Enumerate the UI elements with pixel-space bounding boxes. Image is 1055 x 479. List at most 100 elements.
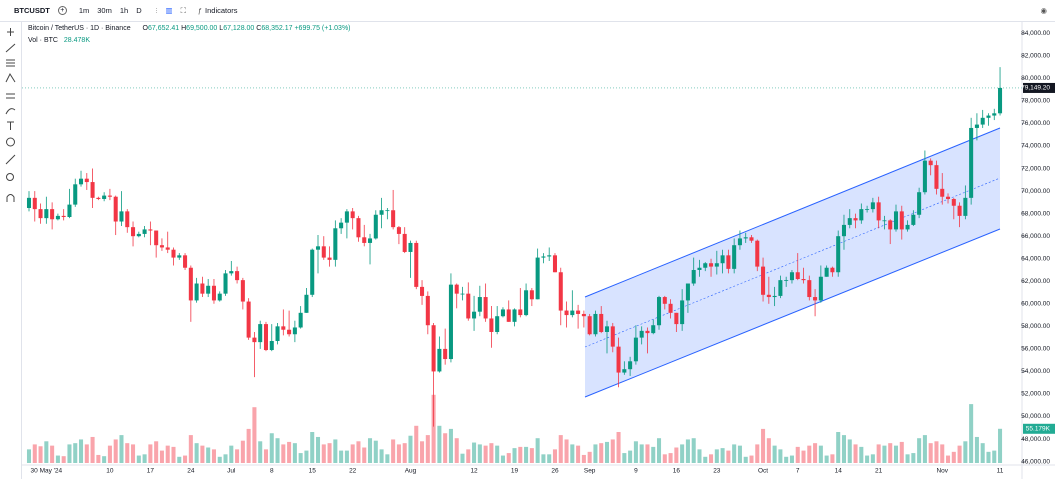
volume-bar (541, 454, 546, 463)
chart-type[interactable]: ▥ (165, 6, 173, 15)
candle-body (287, 329, 292, 335)
x-tick-label: 17 (147, 468, 155, 475)
chart-type[interactable]: ⫶ (155, 5, 158, 15)
volume-bar (628, 450, 633, 463)
candle-body (154, 230, 159, 246)
compare[interactable]: ⛶ (180, 5, 186, 15)
top-toolbar: BTCUSDT + 1m 30m 1h D ⫶ ▥ ⛶ ƒ Indicators… (0, 0, 1055, 22)
interval[interactable]: 1h (119, 6, 129, 15)
candle-body (674, 312, 679, 325)
candle-body (969, 127, 974, 198)
volume-bar (90, 436, 95, 463)
drawing-tools (5, 28, 16, 203)
indicators-icon[interactable]: ƒ (197, 6, 203, 15)
pattern-tool[interactable] (5, 72, 16, 83)
candle-body (350, 211, 355, 219)
candle-body (645, 330, 650, 334)
volume-bar (183, 455, 188, 463)
x-tick-label: Jul (227, 468, 236, 475)
candle-body (61, 215, 66, 218)
volume-bar (269, 433, 274, 463)
interval[interactable]: 30m (97, 6, 112, 15)
volume-bar (437, 425, 442, 463)
candle-body (599, 313, 604, 332)
y-tick-label: 66,000.00 (1021, 233, 1050, 240)
zoom-tool[interactable] (6, 173, 14, 181)
volume-bar (917, 438, 922, 463)
volume-bar (327, 443, 332, 463)
candle-body (177, 255, 182, 258)
candle-body (420, 286, 425, 296)
volume-bar (853, 444, 858, 463)
interval[interactable]: 1m (78, 6, 90, 15)
measure-tool[interactable] (5, 154, 16, 165)
candle-body (211, 285, 216, 301)
candle-body (836, 236, 841, 273)
volume-bar (633, 441, 638, 463)
x-tick-label: 11 (997, 468, 1004, 475)
candle-body (986, 115, 991, 118)
crosshair-tool[interactable] (7, 28, 14, 36)
indicators[interactable]: Indicators (205, 6, 238, 15)
candle-body (570, 310, 575, 316)
volume-bar (795, 446, 800, 463)
candle-body (963, 197, 968, 216)
candle-body (882, 220, 887, 222)
y-tick-label: 82,000.00 (1021, 53, 1050, 60)
brush-tool[interactable] (5, 108, 16, 115)
snapshot[interactable]: ◉ (1040, 6, 1047, 15)
volume-bar (813, 443, 818, 463)
volume-bar (107, 445, 112, 463)
candle-body (662, 297, 667, 304)
volume-bar (969, 404, 974, 463)
candle-body (333, 228, 338, 260)
fib-tool[interactable] (6, 59, 15, 67)
candle-body (425, 295, 430, 326)
volume-bar (807, 445, 812, 463)
candle-body (743, 237, 748, 239)
volume-bar (945, 455, 951, 463)
candle-body (749, 237, 754, 241)
x-tick-label: 30 May '24 (31, 468, 63, 475)
text-tool[interactable] (7, 121, 14, 130)
x-tick-label: 12 (470, 468, 478, 475)
volume-bar (391, 439, 396, 463)
candle-body (84, 178, 89, 183)
candle-body (992, 113, 997, 116)
volume-bar (645, 444, 650, 463)
add-symbol[interactable]: + (57, 6, 67, 15)
ohlc-value: 68,352.17 (261, 25, 293, 32)
volume-bar (951, 451, 956, 463)
candle-body (73, 184, 78, 205)
icon-tool[interactable] (6, 137, 15, 147)
volume-bar (755, 444, 760, 463)
symbol-title: Bitcoin / TetherUS · 1D · Binance (28, 25, 131, 32)
interval[interactable]: D (136, 6, 142, 15)
y-tick-label: 60,000.00 (1021, 301, 1050, 308)
candle-body (616, 346, 621, 373)
forecast-tool[interactable] (6, 93, 15, 99)
volume-bar (477, 444, 482, 463)
symbol[interactable]: BTCUSDT (14, 6, 50, 15)
candle-body (194, 283, 199, 301)
candle-body (102, 195, 107, 199)
candle-body (795, 272, 800, 280)
y-tick-label: 68,000.00 (1021, 210, 1050, 217)
candle-body (183, 255, 188, 268)
candle-body (512, 309, 517, 322)
candle-body (414, 242, 419, 287)
volume-bar (448, 428, 453, 463)
volume-bar (772, 445, 777, 463)
volume-bar (148, 444, 153, 463)
volume-bar (373, 440, 378, 463)
x-tick-label: Nov (936, 468, 948, 475)
candle-body (258, 324, 263, 343)
candle-body (206, 285, 211, 294)
candle-body (876, 202, 881, 221)
volume-bar (789, 455, 794, 463)
candle-body (558, 272, 563, 311)
candle-body (951, 198, 956, 206)
trendline-tool[interactable] (5, 43, 16, 53)
candle-body (78, 178, 84, 185)
magnet-tool[interactable] (6, 194, 15, 203)
